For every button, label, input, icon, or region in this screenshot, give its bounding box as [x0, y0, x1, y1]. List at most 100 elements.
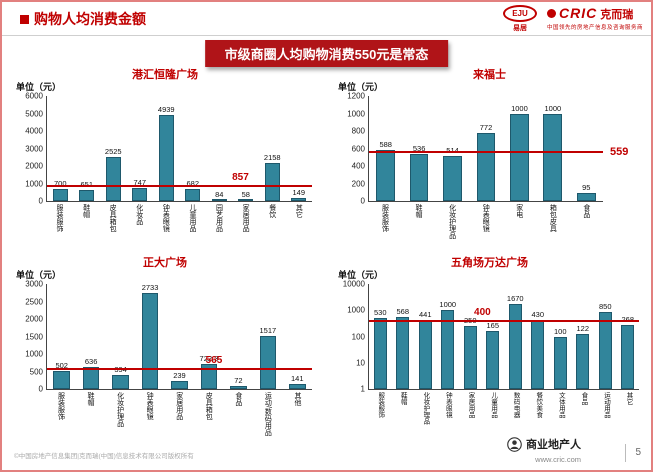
bar [105, 156, 121, 201]
bar [289, 384, 306, 389]
category-label: 数码电器 [512, 392, 520, 418]
bar-value-label: 58 [241, 190, 250, 199]
category-cell: 家居用品 [232, 204, 259, 248]
bar-column: 514 [436, 96, 469, 201]
bar-value-label: 850 [598, 302, 612, 312]
bar-column: 58 [233, 96, 260, 201]
bar [53, 371, 70, 389]
average-line-label: 857 [232, 172, 249, 184]
category-label: 钟表眼镜 [444, 392, 452, 418]
bar [553, 336, 567, 389]
bar [141, 293, 159, 389]
bar [230, 386, 247, 389]
bar [259, 335, 277, 389]
y-tick-label: 1000 [347, 305, 365, 315]
bar-value-label: 1000 [511, 103, 528, 113]
bar [185, 189, 201, 201]
y-tick-label: 600 [351, 144, 365, 153]
category-cell: 其他 [283, 392, 313, 436]
bar [418, 319, 432, 389]
category-cell: 食品 [569, 204, 603, 248]
average-line [369, 319, 639, 322]
bar-value-label: 1670 [506, 294, 524, 304]
category-cell: 服装服饰 [46, 392, 76, 436]
bar [171, 380, 188, 389]
chart-title: 来福士 [473, 69, 506, 81]
category-label: 钟表眼镜 [482, 204, 490, 232]
bar-value-label: 239 [173, 370, 186, 380]
bar [52, 188, 68, 201]
y-tick-label: 1000 [25, 349, 43, 359]
category-cell: 其它 [285, 204, 312, 248]
average-line [369, 151, 603, 154]
logo-area: EJU 易居 CRIC 克而瑞 中国领先的房地产信息及咨询服务商 [502, 5, 643, 33]
bar [486, 330, 500, 389]
bar-value-label: 2733 [141, 283, 159, 293]
y-tick-label: 800 [351, 126, 365, 136]
bar-value-label: 747 [133, 177, 146, 187]
y-tick-label: 6000 [25, 91, 43, 101]
y-tick-label: 400 [351, 161, 365, 171]
category-axis: 服装服饰 鞋帽 化妆护理品 钟表眼镜 家居用品 皮具箱包 食品 运动/数码用品 其他 [46, 392, 312, 436]
bar-value-label: 722.3 [199, 353, 219, 363]
cric-tagline: 中国领先的房地产信息及咨询服务商 [546, 25, 643, 31]
category-label: 餐饮 [268, 204, 276, 218]
y-tick-label: 2500 [25, 297, 43, 306]
bar-column: 1670 [504, 284, 527, 389]
category-cell: 文体用品 [549, 392, 572, 436]
bar [82, 366, 100, 389]
bar [463, 326, 477, 389]
bar [79, 189, 95, 201]
bar-value-label: 700 [53, 178, 67, 188]
category-label: 文体用品 [557, 392, 565, 418]
category-axis: 服装服饰 鞋帽 化妆护理品 钟表眼镜 家电 箱包皮具 食品 [368, 204, 603, 248]
category-cell: 儿童用品 [481, 392, 504, 436]
category-label: 鞋帽 [82, 204, 90, 218]
category-cell: 运动/数码用品 [253, 392, 283, 436]
bar-value-label: 4939 [157, 104, 175, 114]
bar-value-label: 84 [215, 189, 224, 199]
bar [543, 113, 563, 201]
plot-area: 0100020003000400050006000700651252574749… [25, 92, 312, 206]
bar [621, 325, 635, 389]
unit-label: 单位（元） [338, 270, 384, 280]
bar-column: 700 [47, 96, 74, 201]
bar-value-label: 514 [428, 146, 478, 155]
bar [531, 319, 545, 389]
bar-value-label: 100 [553, 326, 567, 336]
y-tick-label: 2000 [25, 314, 43, 324]
category-label: 皮具箱包 [109, 204, 117, 232]
category-label: 家居用品 [242, 204, 250, 232]
plot-area: 1101001000100005305684411000250165167043… [343, 280, 639, 394]
bar [264, 163, 280, 201]
average-line-label: 559 [610, 146, 629, 159]
category-label: 运动用品 [602, 392, 610, 418]
category-cell: 家居用品 [458, 392, 481, 436]
page-title: 购物人均消费金额 [34, 11, 146, 27]
bar [158, 114, 174, 201]
category-cell: 化妆护理品 [105, 392, 135, 436]
bar-column: 2525 [100, 96, 127, 201]
category-label: 园艺用品 [215, 204, 223, 232]
y-tick-label: 10 [356, 358, 365, 368]
copyright-text: ©中国房地产信息集团|克而瑞(中国)信息技术有限公司版权所有 [14, 453, 194, 460]
category-cell: 食品 [223, 392, 253, 436]
bar-value-label: 1000 [544, 103, 562, 113]
eju-logo-icon: EJU [502, 5, 537, 22]
category-label: 化妆护理品 [421, 392, 429, 425]
chart-wujiaochang-wanda: 五角场万达广场 单位（元） 1 10 100 1000 10000 530 568 441 10… [330, 254, 649, 440]
bar-value-label: 502 [55, 361, 68, 371]
bar-value-label: 568 [396, 306, 409, 316]
category-cell: 家电 [502, 204, 536, 248]
category-label: 钟表眼镜 [146, 392, 154, 420]
bar [510, 113, 529, 201]
chart-zhengda: 正大广场 单位（元） 0 500 1000 1500 2000 2500 3000 502 63… [8, 254, 322, 440]
bar-value-label: 682 [186, 179, 199, 189]
cric-logo: CRIC 克而瑞 中国领先的房地产信息及咨询服务商 [546, 5, 643, 31]
y-tick-label: 100 [351, 332, 365, 341]
bar-column: 588 [369, 96, 402, 201]
bar-column: 100 [549, 284, 572, 389]
plot-area: 0200400600800100012005885365147721000100… [347, 92, 628, 206]
category-label: 食品 [234, 392, 242, 406]
